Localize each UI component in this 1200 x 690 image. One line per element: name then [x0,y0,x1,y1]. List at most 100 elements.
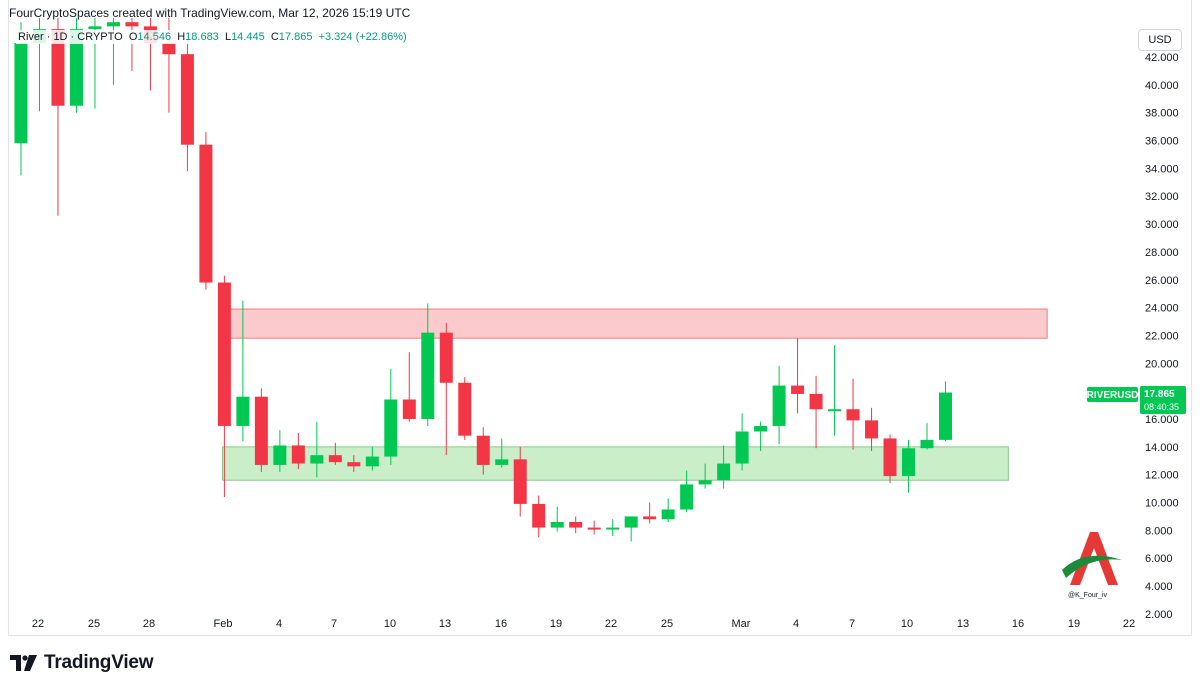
candle-body [162,43,176,55]
candle-body [587,527,601,530]
y-tick-label: 24.000 [1145,303,1179,315]
candle-body [902,448,916,477]
candle-body [476,435,490,465]
candle [846,378,860,450]
x-tick-label: Mar [732,618,751,630]
legend-open-value: 14.546 [137,31,172,43]
candle-body [550,522,564,528]
candle [125,18,139,71]
candle [143,18,157,91]
legend-close-value: 17.865 [278,31,313,43]
candle [458,377,472,440]
legend-change: +3.324 (+22.86%) [318,31,407,43]
candle [199,132,213,290]
y-tick-label: 10.000 [1145,498,1179,510]
price-badge-bg [1140,386,1186,414]
candle-body [717,463,731,481]
candle-body [14,43,28,144]
candle-body [883,438,897,477]
y-tick-label: 6.000 [1145,553,1173,565]
y-tick-label: 26.000 [1145,275,1179,287]
candle [883,434,897,484]
candle [680,470,694,513]
candle-body [254,396,268,465]
candle [865,407,879,452]
candle [809,375,823,449]
candle-body [513,459,527,504]
y-tick-label: 28.000 [1145,247,1179,259]
candle [439,322,453,456]
symbol-badge-bg [1087,387,1138,402]
y-tick-label: 42.000 [1145,52,1179,64]
candle [236,300,250,442]
candle [587,520,601,535]
resistance-zone[interactable] [222,308,1048,339]
candle-body [458,382,472,436]
y-tick-label: 20.000 [1145,358,1179,370]
candle-body [735,431,749,464]
x-tick-label: Feb [214,618,233,630]
candle [180,40,194,172]
candle-body [920,439,934,449]
candle [735,413,749,471]
candlestick-chart[interactable]: 2.000 4.000 6.000 8.000 10.000 12.000 14.000 16… [0,0,1200,636]
candle [14,22,28,176]
candle-body [402,399,416,419]
candle [532,495,546,538]
candle-body [569,522,583,528]
candle [51,18,65,216]
candle-body [661,509,675,520]
currency-button[interactable]: USD [1138,29,1182,51]
candle-body [828,409,842,412]
y-tick-label: 2.000 [1145,609,1173,621]
x-tick-label: 10 [901,618,913,630]
candle [550,506,564,532]
x-tick-label: 25 [661,618,673,630]
candle-body [125,22,139,27]
candle [365,446,379,471]
author-watermark: @K_Four_iv [1062,532,1122,599]
candle [513,446,527,517]
y-tick-label: 22.000 [1145,330,1179,342]
x-tick-label: 22 [1123,618,1135,630]
candle-body [384,399,398,457]
candle [476,427,490,475]
candle-body [624,516,638,528]
legend-high-value: 18.683 [185,31,219,43]
candle [495,438,509,468]
symbol-badge-label: RIVERUSD [1087,390,1139,401]
x-tick-label: 4 [276,618,282,630]
y-tick-label: 40.000 [1145,80,1179,92]
candle [643,502,657,524]
attribution-text: FourCryptoSpaces created with TradingVie… [9,6,411,20]
tradingview-logo[interactable]: TradingView [10,652,154,674]
legend-symbol[interactable]: River · 1D · CRYPTO [18,31,123,43]
support-zone[interactable] [222,446,1009,481]
x-tick-label: 19 [550,618,562,630]
legend-high-label: H [177,31,186,43]
candle-body [310,455,324,464]
x-tick-label: 7 [849,618,855,630]
candle [217,275,231,497]
ohlc-legend: River · 1D · CRYPTO O14.546 H18.683 L14.… [16,30,409,44]
watermark-handle: @K_Four_iv [1068,592,1108,599]
y-tick-label: 8.000 [1145,525,1173,537]
candle-body [680,484,694,510]
candle-body [291,445,305,464]
candle-body [754,425,768,432]
candle-body [106,22,120,27]
candle-body [199,144,213,283]
candle-body [532,503,546,528]
x-tick-label: 16 [495,618,507,630]
candle [606,519,620,536]
candle [310,421,324,478]
candle-body [698,480,712,485]
candle [791,338,805,414]
candle [920,423,934,450]
candle [328,442,342,465]
candle-body [495,459,509,465]
x-tick-label: 13 [439,618,451,630]
candle-body [328,455,342,463]
candle [347,455,361,472]
candle-body [347,462,361,467]
